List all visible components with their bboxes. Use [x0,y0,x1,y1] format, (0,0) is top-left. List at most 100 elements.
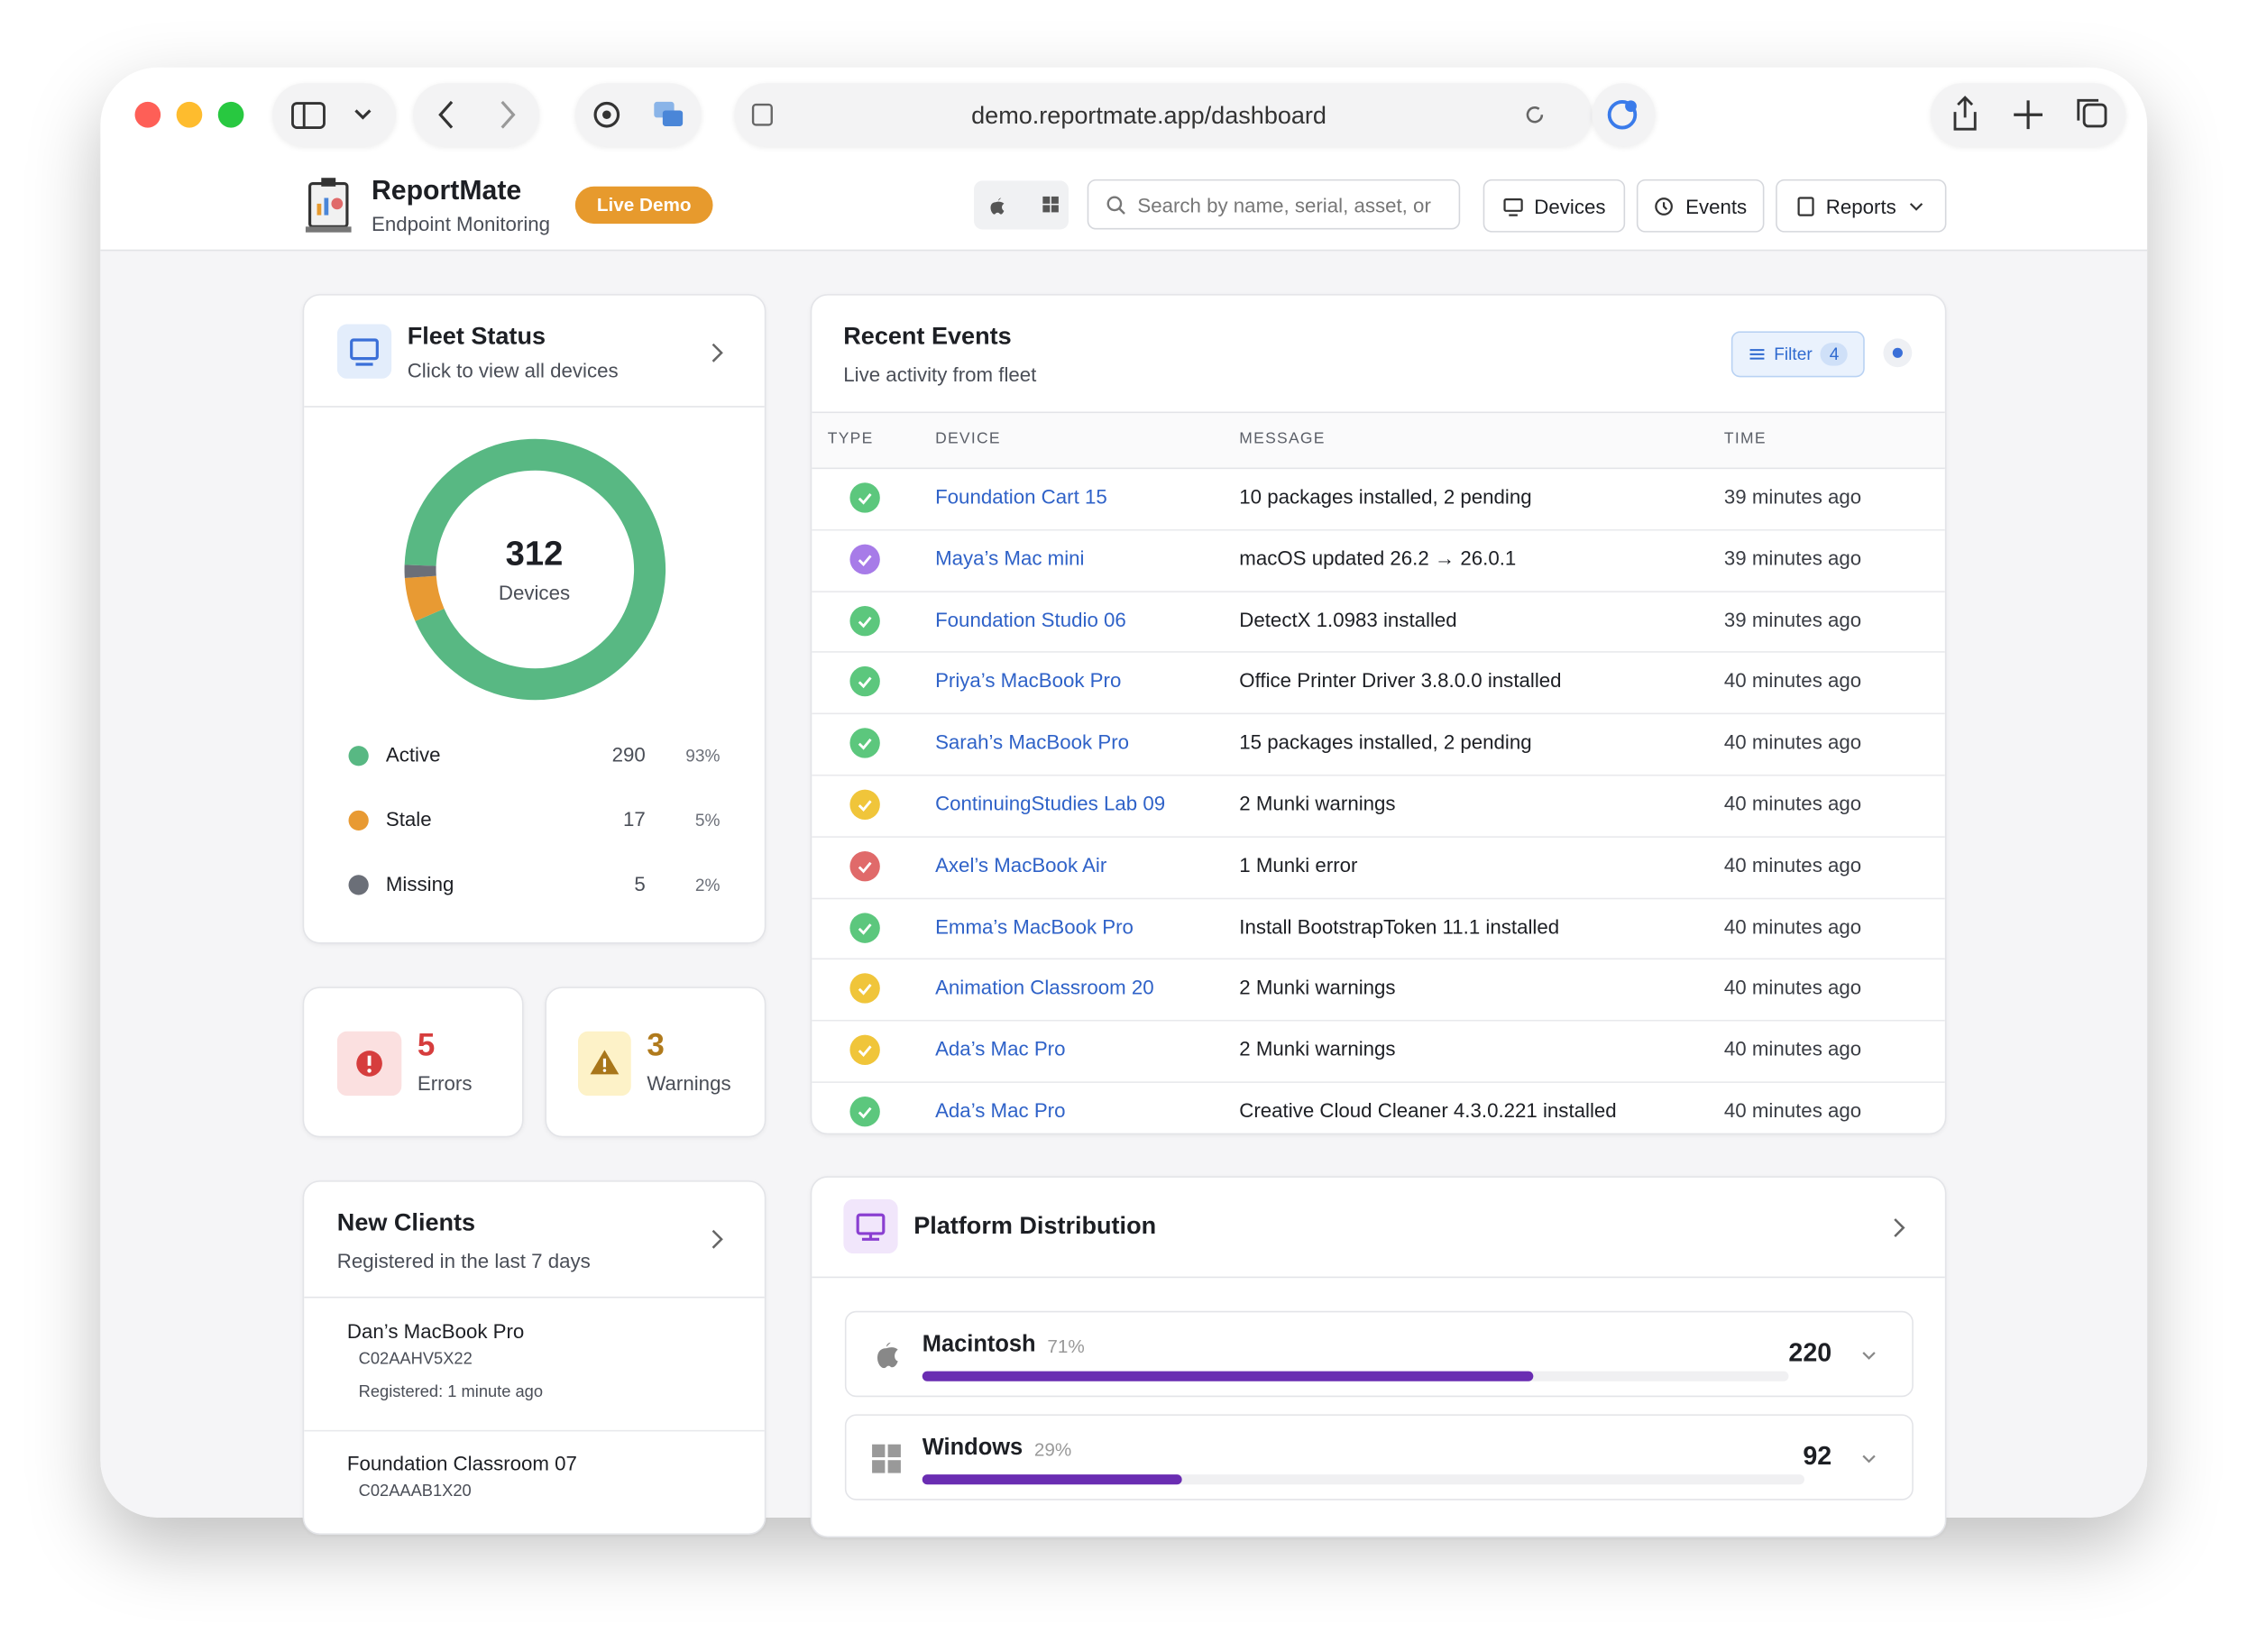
chevron [1862,1455,1876,1464]
row-divider [812,712,1945,715]
column-header: TYPE [827,430,874,448]
card-title: Recent Events [843,322,1012,351]
device-link[interactable]: Maya’s Mac mini [935,546,1085,570]
icon [1607,100,1638,130]
address-bar[interactable]: demo.reportmate.app/dashboard [734,83,1593,147]
card-subtitle: Live activity from fleet [843,363,1037,386]
event-type-icon [849,544,880,574]
device-link[interactable]: Axel’s MacBook Air [935,853,1107,876]
donut-chart [404,438,666,701]
device-link[interactable]: Animation Classroom 20 [935,976,1154,999]
fleet-status-card[interactable]: Fleet Status Click to view all devices 3… [302,294,766,944]
icon [336,1031,402,1097]
platform-row[interactable]: Macintosh 71% 220 [844,1310,1914,1398]
reload-icon[interactable] [1520,100,1549,129]
event-time: 40 minutes ago [1723,730,1862,754]
device-link[interactable]: Foundation Studio 06 [935,607,1126,631]
nav-buttons[interactable] [413,83,540,147]
chevron-path [1862,1352,1876,1360]
search-placeholder: Search by name, serial, asset, or [1137,192,1431,216]
search-input[interactable]: Search by name, serial, asset, or [1087,179,1461,230]
platform-name: Macintosh [922,1332,1036,1357]
window-actions[interactable] [1930,83,2126,147]
divider [812,1276,1945,1279]
profile[interactable] [1592,83,1656,147]
platform-row[interactable]: Windows 29% 92 [844,1414,1914,1501]
legend-dot [348,875,369,895]
bar-track [922,1474,1804,1485]
event-message: 15 packages installed, 2 pending [1239,730,1532,754]
legend-percent: 2% [694,875,721,895]
icon-circle [849,973,880,1005]
icon [578,1031,631,1097]
device-link[interactable]: Ada’s Mac Pro [935,1037,1066,1060]
event-time: 40 minutes ago [1723,1098,1862,1122]
chevron [711,343,723,363]
table-header [812,411,1945,470]
column-header: DEVICE [935,430,1001,448]
platform-icon [877,1342,898,1369]
event-time: 40 minutes ago [1723,914,1862,938]
extensions[interactable] [574,83,702,147]
device-link[interactable]: Foundation Cart 15 [935,484,1107,509]
donut-segment [404,575,445,621]
card-subtitle: Registered in the last 7 days [336,1249,591,1272]
icon [1909,202,1923,211]
event-time: 40 minutes ago [1723,792,1862,815]
event-type-icon [849,1097,880,1127]
total-label: Devices [498,581,571,604]
event-message: 2 Munki warnings [1239,1037,1396,1060]
event-type-icon [849,605,880,636]
device-link[interactable]: Emma’s MacBook Pro [935,914,1134,938]
device-link[interactable]: Ada’s Mac Pro [935,1098,1066,1122]
event-message: 10 packages installed, 2 pending [1239,484,1532,509]
icon [438,100,516,129]
icon [291,102,372,129]
device-link[interactable]: Priya’s MacBook Pro [935,668,1122,693]
row-divider [812,1081,1945,1083]
platform-card[interactable]: Platform Distribution Macintosh 71% 220 Win… [810,1176,1947,1538]
event-type-icon [849,482,880,513]
nav-devices[interactable]: Devices [1483,179,1626,233]
event-time: 40 minutes ago [1723,668,1862,693]
event-type-icon [849,973,880,1005]
close-button[interactable] [134,101,161,128]
event-type-icon [849,1034,880,1066]
sidebar-button[interactable] [272,83,397,147]
event-message: 1 Munki error [1239,853,1358,876]
icon-circle [849,789,880,821]
event-time: 39 minutes ago [1723,484,1862,509]
icon [1502,197,1523,216]
event-time: 40 minutes ago [1723,976,1862,999]
event-message: 2 Munki warnings [1239,792,1396,815]
icon [336,324,392,379]
app-title: ReportMate [371,176,522,207]
zoom-button[interactable] [217,101,244,128]
client-name: Foundation Classroom 07 [346,1451,577,1475]
device-link[interactable]: ContinuingStudies Lab 09 [935,792,1166,815]
row-divider [812,651,1945,654]
error-count: 5 [417,1026,436,1063]
card-title: New Clients [336,1208,476,1237]
platform-toggle[interactable] [974,180,1069,230]
device-link[interactable]: Sarah’s MacBook Pro [935,730,1130,754]
legend-percent: 93% [685,746,721,766]
nav-reports[interactable]: Reports [1776,179,1947,233]
errors-card[interactable]: 5 Errors [302,987,524,1138]
minimize-button[interactable] [176,101,203,128]
event-message: Creative Cloud Cleaner 4.3.0.221 install… [1239,1098,1617,1122]
nav-label: Events [1685,194,1748,217]
filter-button[interactable]: Filter 4 [1730,331,1865,378]
event-time: 40 minutes ago [1723,1037,1862,1060]
row-divider [812,959,1945,960]
card-subtitle: Click to view all devices [407,358,619,382]
chevron [1894,1218,1905,1237]
logo [305,178,352,233]
icon-glyph [858,861,872,874]
nav-events[interactable]: Events [1636,179,1765,233]
warnings-card[interactable]: 3 Warnings [545,987,766,1138]
new-clients-card[interactable]: New Clients Registered in the last 7 day… [302,1180,766,1535]
warning-label: Warnings [647,1071,731,1095]
column-header: TIME [1723,430,1767,448]
